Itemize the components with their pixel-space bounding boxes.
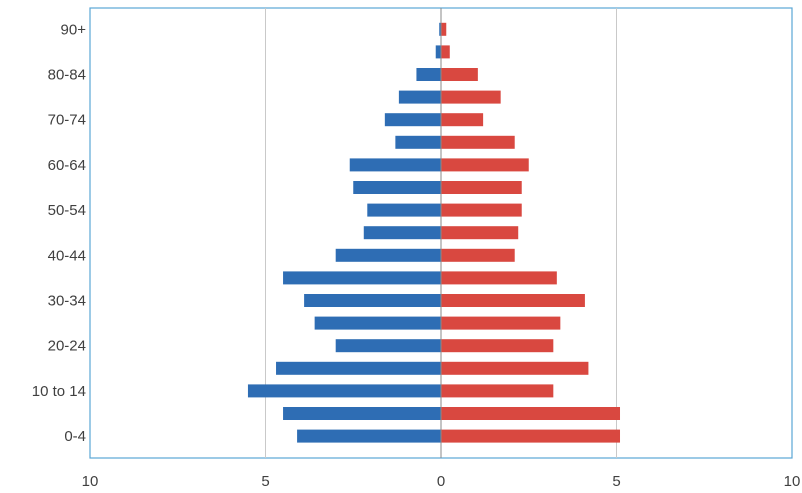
bar-right-55-59 <box>441 181 522 194</box>
bar-right-25-29 <box>441 316 561 330</box>
x-tick-labels: 10 5 0 5 10 <box>82 473 801 490</box>
x-tick-label: 5 <box>612 473 620 490</box>
bar-right-80-84 <box>441 68 478 81</box>
bar-left-0-4 <box>297 429 441 443</box>
bar-left-50-54 <box>367 203 441 217</box>
bar-right-0-4 <box>441 429 621 443</box>
bar-right-10-to-14 <box>441 384 554 398</box>
bar-right-90+ <box>441 22 447 36</box>
bar-left-85-89 <box>435 45 441 59</box>
y-tick-labels: 0-4 10 to 14 20-24 30-34 40-44 50-54 60-64 70-7… <box>32 21 86 445</box>
y-tick-label: 80-84 <box>48 67 86 84</box>
y-tick-label: 30-34 <box>48 293 86 310</box>
bar-left-25-29 <box>314 316 441 330</box>
gridlines <box>265 8 617 458</box>
bar-left-45-49 <box>363 226 441 240</box>
bar-right-60-64 <box>441 158 529 172</box>
bar-left-55-59 <box>353 181 441 194</box>
bar-right-45-49 <box>441 226 519 240</box>
bar-left-35-39 <box>283 271 441 285</box>
y-tick-label: 60-64 <box>48 157 86 174</box>
bar-right-65-69 <box>441 135 515 149</box>
y-tick-label: 70-74 <box>48 112 86 129</box>
y-tick-label: 0-4 <box>64 428 86 445</box>
bar-left-80-84 <box>416 68 441 81</box>
bar-left-40-44 <box>335 248 441 262</box>
bar-left-75-79 <box>398 90 441 104</box>
y-tick-label: 90+ <box>61 21 87 38</box>
bar-right-40-44 <box>441 248 515 262</box>
bar-left-65-69 <box>395 135 441 149</box>
bar-right-50-54 <box>441 203 522 217</box>
bar-right-15-19 <box>441 361 589 375</box>
bar-right-5-9 <box>441 407 621 420</box>
x-tick-label: 10 <box>784 473 801 490</box>
y-tick-label: 50-54 <box>48 202 86 219</box>
bar-right-70-74 <box>441 113 484 127</box>
y-tick-label: 20-24 <box>48 338 86 355</box>
bars <box>247 22 621 443</box>
bar-left-5-9 <box>283 407 441 420</box>
x-tick-label: 10 <box>82 473 99 490</box>
bar-left-60-64 <box>349 158 441 172</box>
bar-left-30-34 <box>304 294 441 307</box>
bar-left-10-to-14 <box>247 384 441 398</box>
bar-left-20-24 <box>335 339 441 353</box>
x-tick-label: 5 <box>261 473 269 490</box>
y-tick-label: 10 to 14 <box>32 383 86 400</box>
bar-right-85-89 <box>441 45 450 59</box>
bar-right-35-39 <box>441 271 557 285</box>
bar-right-20-24 <box>441 339 554 353</box>
bar-right-75-79 <box>441 90 501 104</box>
bar-left-90+ <box>439 22 441 36</box>
bar-right-30-34 <box>441 294 585 307</box>
bar-left-15-19 <box>276 361 441 375</box>
x-tick-label: 0 <box>437 473 445 490</box>
y-tick-label: 40-44 <box>48 247 86 264</box>
bar-left-70-74 <box>384 113 441 127</box>
